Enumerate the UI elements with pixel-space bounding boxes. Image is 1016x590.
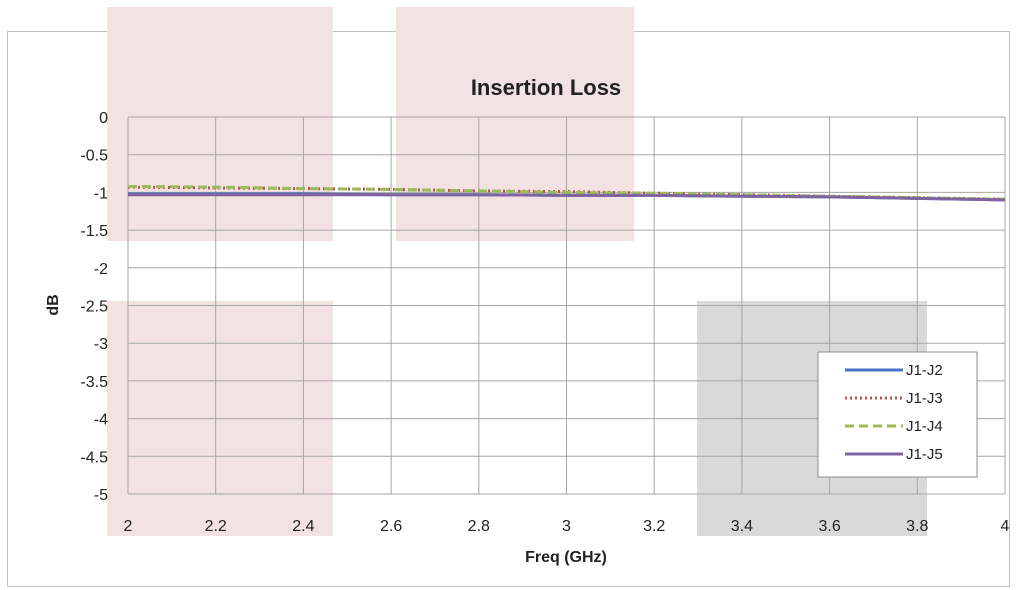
legend-label: J1-J3 bbox=[906, 390, 943, 407]
y-tick-label: -1 bbox=[94, 185, 108, 202]
y-tick-label: -5 bbox=[94, 487, 108, 504]
chart-title: Insertion Loss bbox=[471, 75, 621, 100]
legend: J1-J2 J1-J3 J1-J4 J1-J5 bbox=[817, 351, 978, 478]
x-tick-label: 3.4 bbox=[731, 518, 753, 535]
y-axis-title: dB bbox=[45, 294, 62, 315]
shade-band-top-middle bbox=[396, 7, 634, 241]
y-tick-label: -3.5 bbox=[80, 374, 108, 391]
y-tick-label: -2 bbox=[94, 261, 108, 278]
x-tick-label: 2 bbox=[124, 518, 133, 535]
legend-label: J1-J5 bbox=[906, 446, 943, 463]
y-tick-label: -4 bbox=[94, 412, 108, 429]
legend-label: J1-J2 bbox=[906, 362, 943, 379]
y-axis-ticks: 0 -0.5 -1 -1.5 -2 -2.5 -3 -3.5 -4 -4.5 -5 bbox=[80, 110, 108, 504]
shade-band-top-left bbox=[107, 7, 333, 241]
x-tick-label: 2.2 bbox=[205, 518, 227, 535]
series-lines bbox=[127, 184, 1006, 202]
plot-grid bbox=[127, 116, 1006, 495]
legend-label: J1-J4 bbox=[906, 418, 943, 435]
x-tick-label: 3 bbox=[562, 518, 571, 535]
x-axis-title: Freq (GHz) bbox=[525, 549, 607, 566]
series-line-j1-j5 bbox=[128, 193, 1006, 202]
x-tick-label: 3.6 bbox=[818, 518, 840, 535]
x-tick-label: 3.2 bbox=[643, 518, 665, 535]
x-tick-label: 4 bbox=[1001, 518, 1010, 535]
y-tick-label: 0 bbox=[99, 110, 108, 127]
x-tick-label: 3.8 bbox=[906, 518, 928, 535]
x-axis-ticks: 2 2.2 2.4 2.6 2.8 3 3.2 3.4 3.6 3.8 4 bbox=[124, 518, 1010, 535]
y-tick-label: -4.5 bbox=[80, 449, 108, 466]
y-tick-label: -1.5 bbox=[80, 223, 108, 240]
legend-items: J1-J2 J1-J3 J1-J4 J1-J5 bbox=[845, 362, 943, 463]
legend-box bbox=[817, 351, 978, 478]
x-tick-label: 2.4 bbox=[292, 518, 314, 535]
x-tick-label: 2.6 bbox=[380, 518, 402, 535]
y-tick-label: -2.5 bbox=[80, 299, 108, 316]
x-tick-label: 2.8 bbox=[468, 518, 490, 535]
y-tick-label: -0.5 bbox=[80, 148, 108, 165]
y-tick-label: -3 bbox=[94, 336, 108, 353]
